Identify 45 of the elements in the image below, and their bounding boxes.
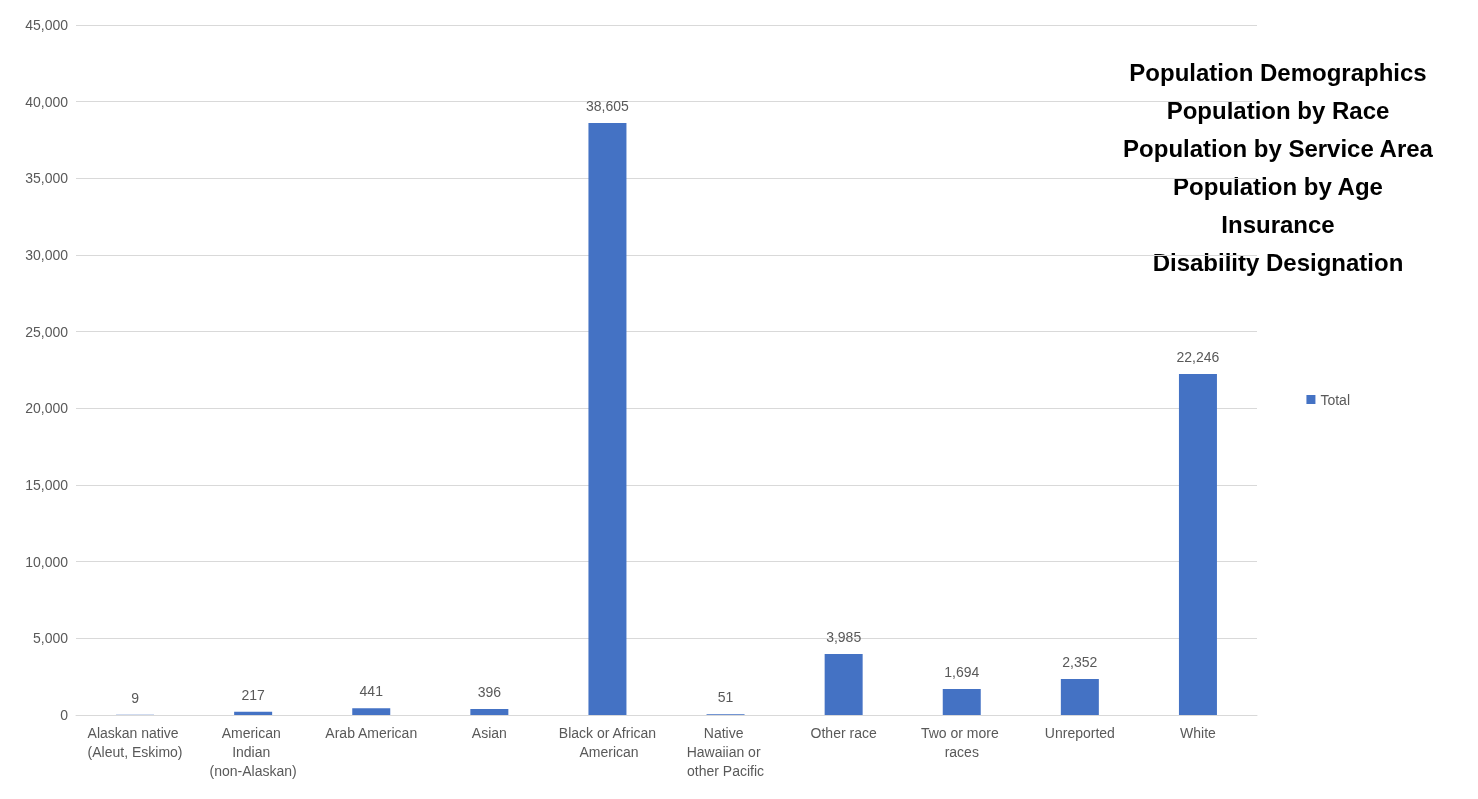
bar bbox=[470, 708, 509, 715]
x-tick-label: White bbox=[1180, 724, 1217, 741]
data-label: 22,246 bbox=[1176, 348, 1220, 365]
bar bbox=[1178, 373, 1217, 715]
bar bbox=[352, 708, 391, 715]
data-label: 441 bbox=[359, 683, 384, 700]
legend-label: Total bbox=[1320, 391, 1351, 408]
y-tick-label: 0 bbox=[60, 707, 69, 723]
annotation: Population by Age bbox=[1173, 172, 1383, 200]
x-tick-label: Asian bbox=[471, 724, 507, 741]
data-label: 217 bbox=[241, 686, 266, 703]
annotation: Population by Service Area bbox=[1123, 134, 1434, 162]
bar bbox=[1060, 678, 1099, 715]
x-tick-label: Alaskan native (Aleut, Eskimo) bbox=[87, 724, 183, 760]
x-tick-label: American Indian (non-Alaskan) bbox=[209, 724, 297, 779]
y-tick-label: 25,000 bbox=[25, 323, 69, 340]
data-label: 9 bbox=[131, 689, 140, 706]
annotation: Population Demographics bbox=[1129, 58, 1427, 86]
y-tick-label: 20,000 bbox=[25, 400, 69, 417]
annotation: Insurance bbox=[1221, 210, 1335, 238]
data-label: 51 bbox=[717, 689, 734, 706]
y-tick-label: 15,000 bbox=[25, 477, 69, 493]
x-tick-label: Black or African American bbox=[558, 724, 657, 760]
y-tick-label: 5,000 bbox=[32, 630, 69, 647]
x-tick-label: Arab American bbox=[325, 724, 418, 741]
annotation: Disability Designation bbox=[1152, 248, 1404, 276]
bar bbox=[824, 653, 863, 715]
x-tick-label: Native Hawaiian or other Pacific bbox=[686, 724, 765, 779]
y-tick-label: 35,000 bbox=[25, 170, 69, 187]
data-label: 2,352 bbox=[1062, 653, 1098, 670]
bar bbox=[942, 689, 981, 715]
y-tick-label: 40,000 bbox=[25, 93, 69, 110]
x-tick-label: Other race bbox=[810, 724, 877, 741]
y-tick-label: 10,000 bbox=[25, 553, 69, 570]
data-label: 3,985 bbox=[826, 628, 862, 645]
annotation: Population by Race bbox=[1166, 96, 1390, 124]
bar bbox=[234, 711, 273, 715]
data-label: 1,694 bbox=[944, 664, 980, 681]
data-label: 38,605 bbox=[586, 98, 630, 115]
x-tick-label: Two or more races bbox=[920, 724, 1003, 760]
y-tick-label: 30,000 bbox=[25, 247, 69, 263]
data-label: 396 bbox=[477, 683, 502, 700]
x-tick-label: Unreported bbox=[1044, 724, 1115, 741]
bar bbox=[588, 123, 627, 715]
y-tick-label: 45,000 bbox=[25, 17, 69, 33]
